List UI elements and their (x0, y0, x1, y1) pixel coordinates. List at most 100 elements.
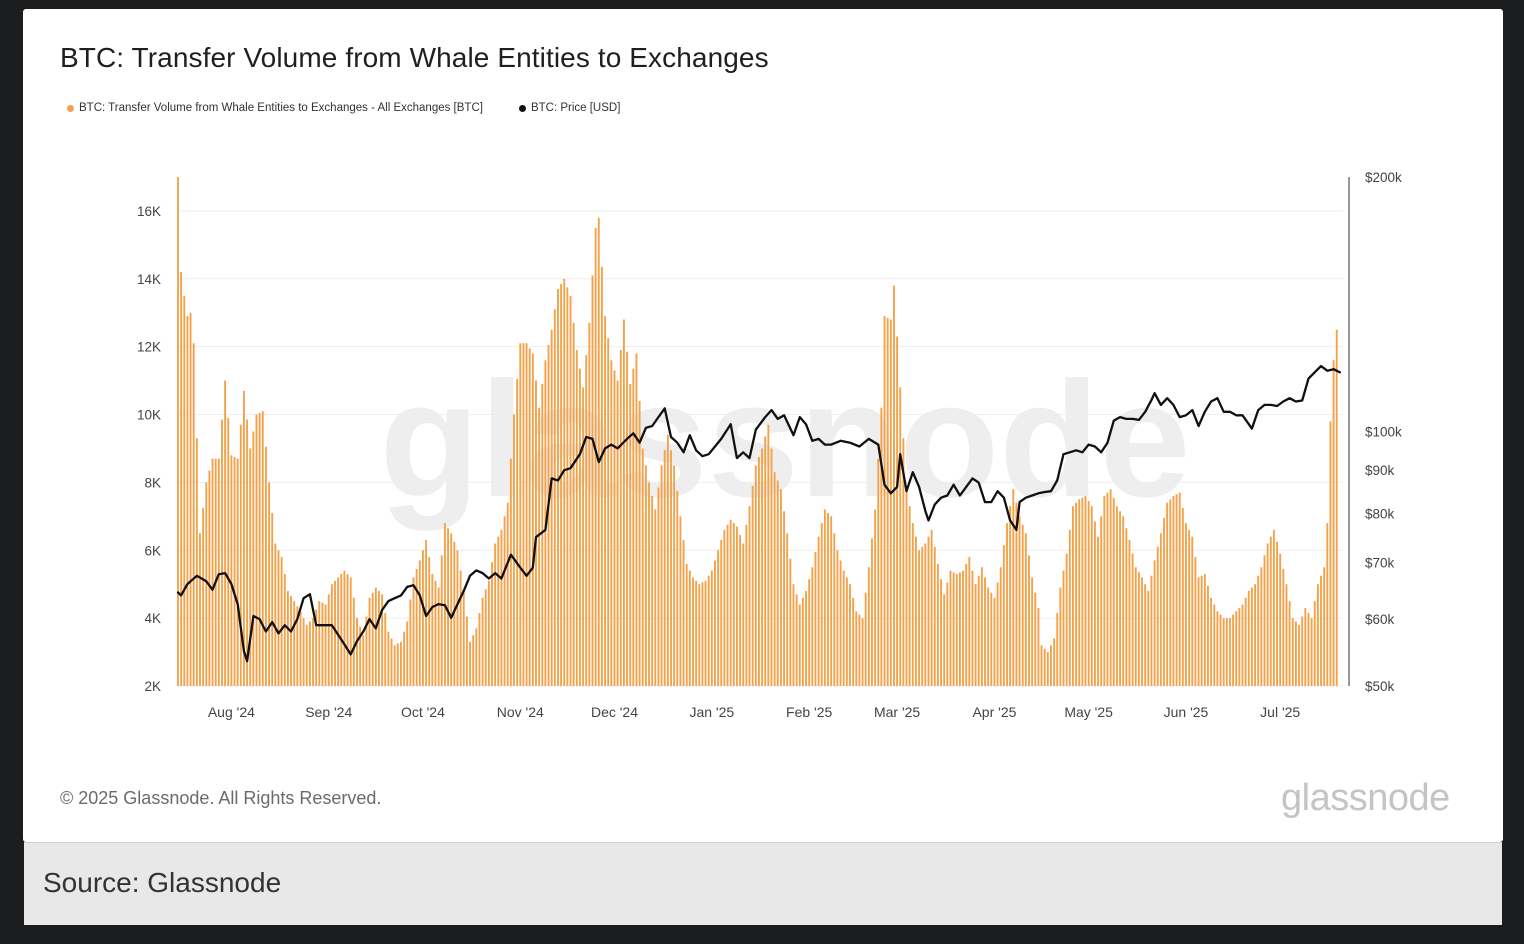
volume-bar (1078, 499, 1081, 686)
volume-bar (965, 563, 968, 686)
volume-bar (396, 643, 399, 686)
volume-bar (180, 272, 183, 686)
volume-bar (886, 317, 889, 686)
volume-bar (585, 355, 588, 686)
chart-card: BTC: Transfer Volume from Whale Entities… (23, 9, 1503, 842)
volume-bar (968, 557, 971, 686)
legend-item-volume[interactable]: BTC: Transfer Volume from Whale Entities… (67, 102, 483, 114)
volume-bar (805, 590, 807, 686)
volume-bar (1169, 499, 1172, 686)
volume-bar (1210, 597, 1213, 686)
volume-bar (757, 456, 760, 686)
x-tick-label: Feb '25 (786, 704, 832, 720)
volume-bar (1172, 495, 1175, 686)
volume-bar (823, 509, 826, 686)
volume-bar (600, 266, 603, 686)
volume-bar (214, 458, 217, 686)
volume-bar (688, 570, 691, 686)
volume-bar (896, 336, 899, 686)
volume-bar (299, 611, 302, 686)
volume-bar (864, 592, 867, 686)
volume-bar (842, 570, 845, 686)
copyright-text: © 2025 Glassnode. All Rights Reserved. (60, 788, 382, 808)
volume-bar (1134, 567, 1137, 686)
volume-bar (1141, 577, 1143, 686)
volume-bar (456, 550, 459, 686)
volume-bar (820, 523, 823, 686)
volume-bar (739, 534, 742, 686)
volume-bar (754, 465, 757, 686)
volume-bar (1263, 555, 1266, 686)
volume-bar (384, 613, 387, 686)
volume-bar (632, 368, 635, 686)
volume-bar (550, 329, 553, 686)
chart-grid (178, 210, 1343, 687)
volume-bar (607, 338, 610, 686)
volume-bar (356, 618, 358, 686)
volume-bar (1294, 621, 1297, 686)
volume-bar (327, 594, 330, 686)
volume-bar (1050, 645, 1052, 686)
volume-bar (811, 567, 814, 686)
volume-bar (1090, 506, 1093, 686)
volume-bar (1125, 528, 1128, 686)
volume-bar (987, 587, 990, 686)
volume-bar (943, 594, 946, 686)
glassnode-logo: glassnode (1281, 777, 1450, 819)
volume-bar (195, 438, 198, 686)
legend-item-price[interactable]: BTC: Price [USD] (518, 102, 621, 114)
volume-bar (748, 506, 751, 686)
volume-bar (1238, 607, 1241, 686)
volume-bar (1194, 557, 1197, 686)
volume-bar (1018, 516, 1021, 686)
volume-bar (670, 450, 672, 686)
volume-bar (1313, 601, 1316, 686)
legend-label-price: BTC: Price [USD] (530, 102, 621, 114)
volume-bar (666, 434, 669, 686)
volume-bar (616, 380, 619, 686)
volume-bar (1006, 523, 1008, 686)
volume-bar (450, 533, 453, 686)
volume-bar (283, 574, 286, 686)
volume-bar (849, 584, 851, 686)
volume-bar (679, 516, 682, 686)
volume-bar (1188, 529, 1191, 686)
volume-bar (296, 606, 299, 686)
volume-bar (1062, 570, 1065, 686)
volume-bar (610, 360, 613, 686)
volume-bar (371, 592, 374, 686)
volume-bar (899, 387, 902, 686)
volume-bar (261, 411, 264, 686)
volume-bar (1024, 533, 1027, 686)
volume-bar (189, 312, 192, 686)
volume-bar (1131, 553, 1134, 686)
volume-bar (1122, 516, 1125, 686)
volume-bar (538, 407, 541, 686)
x-axis-ticks: Aug '24 Sep '24 Oct '24 Nov '24 Dec '24 Jan '… (208, 704, 1301, 720)
volume-bar (921, 546, 924, 686)
volume-bar (575, 350, 578, 686)
volume-bar (1040, 645, 1043, 686)
volume-bar (1250, 587, 1253, 686)
volume-bar (431, 574, 434, 686)
volume-bar (497, 536, 500, 686)
y-left-tick-label: 12K (137, 340, 161, 355)
volume-bar (729, 519, 732, 686)
volume-bar (494, 543, 497, 686)
volume-bar (830, 516, 833, 686)
volume-bar (192, 343, 195, 686)
volume-bar (513, 414, 515, 686)
volume-bar (1326, 523, 1329, 686)
volume-bar (346, 574, 349, 686)
volume-bar (440, 555, 443, 686)
volume-bar (525, 343, 528, 686)
volume-bar (1012, 489, 1015, 686)
volume-bar (641, 448, 644, 686)
volume-bar (268, 482, 271, 686)
volume-bar (280, 557, 283, 686)
volume-bar (736, 526, 738, 686)
volume-bar (409, 599, 412, 686)
volume-bar (1244, 597, 1247, 686)
volume-bar (673, 465, 676, 686)
volume-bar (1103, 495, 1106, 686)
